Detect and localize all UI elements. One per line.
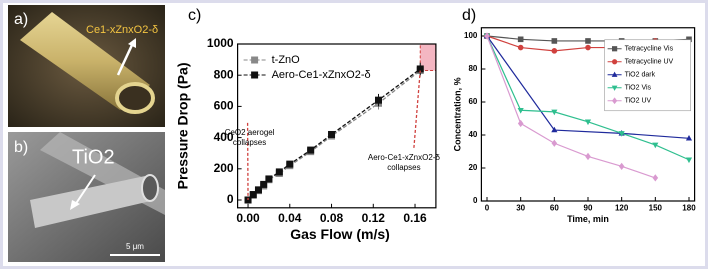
y-tick-label: 80 xyxy=(468,64,477,73)
marker xyxy=(484,32,490,40)
x-tick-label: 0.16 xyxy=(403,211,427,225)
legend-label: Tetracycline Vis xyxy=(625,46,674,53)
legend-label: TiO2 Vis xyxy=(625,85,652,92)
y-tick-label: 600 xyxy=(214,99,234,113)
marker xyxy=(307,146,315,154)
scale-bar-label: 5 μm xyxy=(126,242,144,251)
marker xyxy=(585,38,591,44)
annotation: CeO2 aerogel xyxy=(225,128,275,137)
legend-marker xyxy=(251,56,259,64)
y-axis-label: Pressure Drop (Pa) xyxy=(175,62,191,189)
marker xyxy=(652,174,659,182)
marker xyxy=(618,131,625,137)
y-tick-label: 20 xyxy=(468,163,477,172)
marker xyxy=(286,160,294,168)
y-tick-label: 400 xyxy=(214,130,234,144)
y-tick-label: 800 xyxy=(214,67,234,81)
x-tick-label: 30 xyxy=(516,203,525,212)
marker xyxy=(249,191,257,199)
y-tick-label: 40 xyxy=(468,130,477,139)
x-tick-label: 0.00 xyxy=(236,211,260,225)
legend-marker xyxy=(612,59,618,65)
series-line xyxy=(486,35,656,179)
marker xyxy=(685,134,693,141)
marker xyxy=(551,126,558,133)
x-tick-label: 0 xyxy=(485,203,490,212)
image-a: a) Ce1-xZnxO2-δ xyxy=(8,5,165,127)
marker xyxy=(260,180,268,188)
marker xyxy=(254,186,262,194)
image-b: b) TiO2 5 μm xyxy=(8,132,165,262)
marker xyxy=(686,36,692,43)
x-tick-label: 90 xyxy=(584,203,593,212)
x-tick-label: 0.08 xyxy=(320,211,344,225)
marker xyxy=(275,168,283,176)
x-tick-label: 60 xyxy=(550,203,559,212)
marker xyxy=(585,44,591,51)
marker xyxy=(551,139,558,147)
x-tick-label: 0.12 xyxy=(362,211,386,225)
panel-label: d) xyxy=(462,7,476,24)
legend-label: Tetracycline UV xyxy=(625,59,674,66)
image-label: TiO2 xyxy=(72,146,115,168)
y-tick-label: 100 xyxy=(464,31,478,40)
y-tick-label: 60 xyxy=(468,97,477,106)
annotation: collapses xyxy=(387,163,420,172)
image-label: Ce1-xZnxO2-δ xyxy=(86,24,158,36)
marker xyxy=(585,152,591,161)
panel-label: c) xyxy=(188,7,201,24)
legend-label: TiO2 dark xyxy=(625,72,656,79)
x-axis-label: Gas Flow (m/s) xyxy=(290,226,390,242)
series-line xyxy=(486,35,690,139)
x-tick-label: 0.04 xyxy=(278,211,302,225)
legend-label: Aero-Ce1-xZnxO2-δ xyxy=(272,69,371,81)
legend-marker xyxy=(612,97,618,105)
marker xyxy=(551,109,558,116)
legend-marker xyxy=(611,85,618,91)
marker xyxy=(374,96,382,104)
marker xyxy=(685,157,693,164)
marker xyxy=(416,65,424,73)
marker xyxy=(618,162,625,170)
x-axis-label: Time, min xyxy=(567,214,609,224)
legend-marker xyxy=(612,46,618,52)
marker xyxy=(517,36,524,43)
y-tick-label: 200 xyxy=(214,161,234,175)
annotation-arrow xyxy=(413,70,421,148)
marker xyxy=(551,48,558,54)
legend-marker xyxy=(251,71,259,79)
annotation: collapses xyxy=(233,138,266,147)
marker xyxy=(265,175,273,183)
marker xyxy=(517,108,524,114)
x-tick-label: 120 xyxy=(615,203,629,212)
y-tick-label: 0 xyxy=(473,196,478,205)
marker xyxy=(517,44,524,51)
panel-label: b) xyxy=(14,139,28,156)
marker xyxy=(584,119,592,126)
marker xyxy=(652,142,659,149)
marker xyxy=(517,119,524,128)
y-tick-label: 0 xyxy=(227,192,234,206)
legend-label: t-ZnO xyxy=(272,54,301,66)
y-axis-label: Concentration, % xyxy=(452,77,462,151)
legend-marker xyxy=(611,71,618,77)
annotation: Aero-Ce1-xZnxO2-δ xyxy=(368,153,441,162)
x-tick-label: 150 xyxy=(649,203,663,212)
x-tick-label: 180 xyxy=(682,203,696,212)
panel-label: a) xyxy=(14,11,28,28)
plot-frame xyxy=(237,43,437,209)
marker xyxy=(551,38,558,44)
legend-label: TiO2 UV xyxy=(625,98,652,105)
y-tick-label: 1000 xyxy=(207,36,234,50)
marker xyxy=(328,130,336,138)
